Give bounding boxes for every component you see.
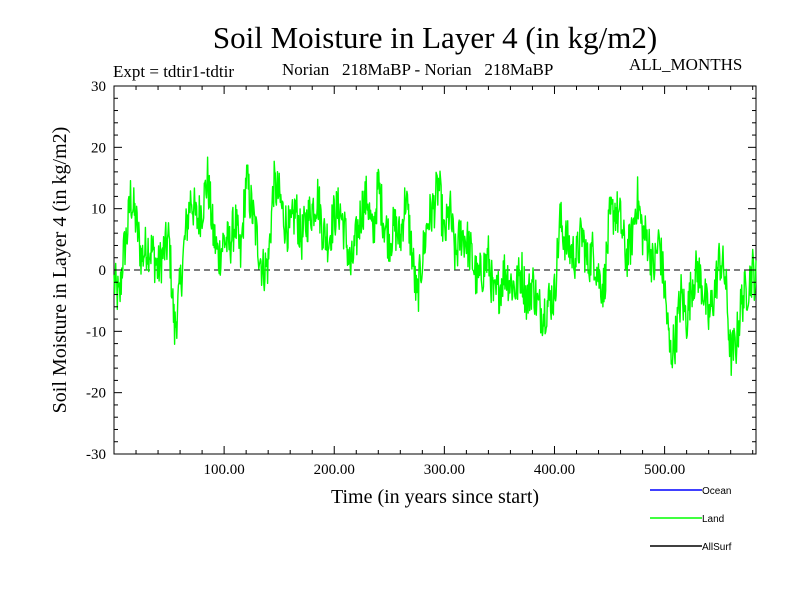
- plot-area: [113, 85, 757, 455]
- chart-title: Soil Moisture in Layer 4 (in kg/m2): [213, 20, 657, 55]
- y-tick-label: -10: [86, 324, 106, 340]
- comparison-label: Norian 218MaBP - Norian 218MaBP: [282, 60, 553, 79]
- months-label: ALL_MONTHS: [629, 55, 742, 74]
- legend-label-ocean: Ocean: [702, 486, 731, 497]
- axis-tick-labels: -30 -20 -10 0 10 20 30 100.00 200.00 300.00 400.00…: [86, 79, 685, 478]
- x-tick-label: 100.00: [203, 462, 244, 478]
- y-axis-label: Soil Moisture in Layer 4 (in kg/m2): [49, 127, 71, 414]
- x-tick-label: 500.00: [644, 462, 685, 478]
- y-tick-label: 20: [91, 140, 106, 156]
- axis-ticks: [114, 85, 756, 455]
- legend: Ocean Land AllSurf: [650, 486, 732, 553]
- x-tick-label: 400.00: [534, 462, 575, 478]
- legend-label-land: Land: [702, 514, 724, 525]
- x-axis-label: Time (in years since start): [331, 486, 539, 508]
- y-tick-label: 0: [99, 263, 107, 279]
- x-tick-label: 200.00: [314, 462, 355, 478]
- y-tick-label: 10: [91, 202, 106, 218]
- series-line-land: [113, 156, 757, 376]
- experiment-label: Expt = tdtir1-tdtir: [113, 62, 234, 81]
- legend-label-allsurf: AllSurf: [702, 542, 732, 553]
- y-tick-label: -30: [86, 447, 106, 463]
- y-tick-label: 30: [91, 79, 106, 95]
- y-tick-label: -20: [86, 386, 106, 402]
- x-tick-label: 300.00: [424, 462, 465, 478]
